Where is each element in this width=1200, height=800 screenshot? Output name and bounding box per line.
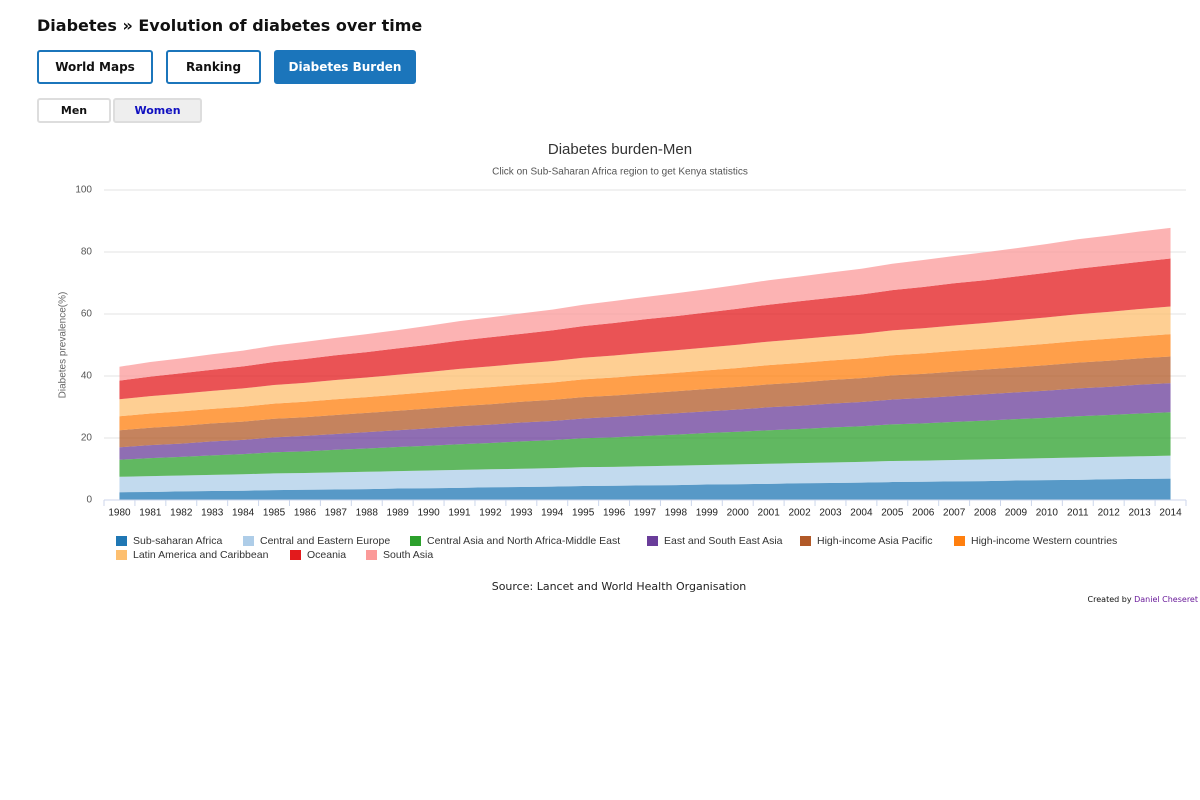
x-tick-label: 2011 (1067, 508, 1089, 519)
y-tick-label: 0 (86, 495, 92, 506)
credit-author[interactable]: Daniel Cheseret (1134, 595, 1198, 604)
area (119, 455, 1171, 493)
x-tick-label: 1992 (479, 508, 502, 519)
x-tick-label: 1990 (417, 508, 440, 519)
x-tick-label: 2007 (943, 508, 966, 519)
area (119, 227, 1171, 381)
gender-tab[interactable]: Men (37, 98, 111, 123)
chart-title: Diabetes burden-Men (548, 141, 692, 158)
x-tick-label: 2001 (758, 508, 781, 519)
chart-subtitle: Click on Sub-Saharan Africa region to ge… (492, 167, 748, 178)
area (119, 356, 1171, 448)
x-tick-label: 1988 (356, 508, 379, 519)
legend-label: Central Asia and North Africa-Middle Eas… (427, 535, 620, 547)
x-tick-label: 1998 (665, 508, 688, 519)
x-tick-label: 2014 (1159, 508, 1182, 519)
tab-button[interactable]: World Maps (37, 50, 153, 84)
tab-button[interactable]: Ranking (166, 50, 261, 84)
x-tick-label: 1983 (201, 508, 224, 519)
x-tick-label: 1982 (170, 508, 193, 519)
legend-swatch (647, 536, 658, 546)
credit: Created by Daniel Cheseret (1088, 595, 1198, 604)
x-tick-label: 1994 (541, 508, 564, 519)
x-tick-label: 2005 (881, 508, 904, 519)
tab-button-active[interactable]: Diabetes Burden (274, 50, 416, 84)
x-tick-label: 2002 (788, 508, 811, 519)
x-tick-label: 2000 (727, 508, 750, 519)
x-tick-label: 1999 (696, 508, 719, 519)
legend-label: High-income Western countries (971, 535, 1117, 547)
y-tick-label: 20 (81, 433, 93, 444)
area (119, 258, 1171, 400)
legend-swatch (116, 536, 127, 546)
legend-swatch (800, 536, 811, 546)
x-tick-label: 1995 (572, 508, 595, 519)
y-axis-label: Diabetes prevalence(%) (58, 292, 69, 399)
legend-label: East and South East Asia (664, 535, 783, 547)
legend-swatch (410, 536, 421, 546)
page-title: Diabetes » Evolution of diabetes over ti… (37, 16, 423, 35)
x-tick-label: 2003 (819, 508, 842, 519)
source: Source: Lancet and World Health Organisa… (491, 580, 747, 593)
legend-label: Latin America and Caribbean (133, 549, 269, 561)
legend-swatch (290, 550, 301, 560)
y-tick-label: 60 (81, 309, 93, 320)
legend-swatch (366, 550, 377, 560)
legend-label: Oceania (307, 549, 346, 561)
legend-label: High-income Asia Pacific (817, 535, 933, 547)
x-tick-label: 1985 (263, 508, 286, 519)
x-tick-label: 2012 (1098, 508, 1121, 519)
legend-label: South Asia (383, 549, 433, 561)
x-tick-label: 2006 (912, 508, 935, 519)
chart: Diabetes burden-Men Click on Sub-Saharan… (58, 141, 1187, 561)
y-tick-label: 40 (81, 371, 93, 382)
x-tick-label: 2013 (1129, 508, 1152, 519)
y-tick-label: 80 (81, 247, 93, 258)
x-tick-label: 2004 (850, 508, 873, 519)
y-tick-label: 100 (75, 185, 92, 196)
legend-swatch (116, 550, 127, 560)
x-tick-label: 2008 (974, 508, 997, 519)
credit-prefix: Created by (1087, 595, 1132, 604)
legend-swatch (243, 536, 254, 546)
x-tick-label: 2009 (1005, 508, 1028, 519)
x-tick-label: 1987 (325, 508, 348, 519)
area (119, 412, 1171, 477)
x-tick-label: 1986 (294, 508, 317, 519)
legend-label: Central and Eastern Europe (260, 535, 390, 547)
x-tick-label: 1984 (232, 508, 255, 519)
area (119, 478, 1171, 500)
area (119, 383, 1171, 460)
x-tick-label: 1996 (603, 508, 626, 519)
legend-swatch (954, 536, 965, 546)
area (119, 306, 1171, 417)
area (119, 334, 1171, 431)
gender-tab[interactable]: Women (113, 98, 202, 123)
x-tick-label: 1980 (108, 508, 131, 519)
x-tick-label: 1981 (139, 508, 162, 519)
x-tick-label: 2010 (1036, 508, 1059, 519)
x-tick-label: 1993 (510, 508, 533, 519)
x-tick-label: 1991 (448, 508, 471, 519)
x-tick-label: 1989 (387, 508, 410, 519)
legend-label: Sub-saharan Africa (133, 535, 222, 547)
x-tick-label: 1997 (634, 508, 657, 519)
